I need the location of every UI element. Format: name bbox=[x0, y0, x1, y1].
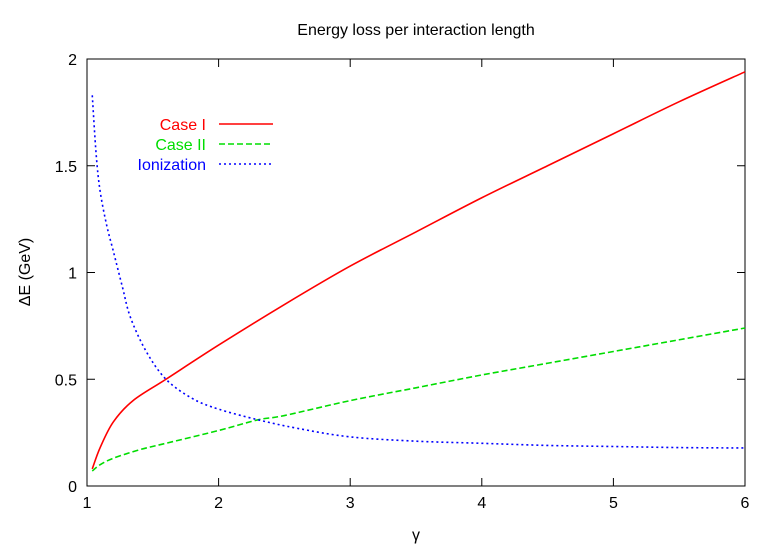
x-tick-label: 5 bbox=[609, 495, 618, 512]
y-tick-label: 2 bbox=[68, 52, 77, 69]
legend-label-ionization: Ionization bbox=[138, 157, 207, 174]
series-line-case-ii bbox=[91, 327, 746, 472]
series-line-ionization bbox=[91, 95, 746, 449]
legend-label-case-i: Case I bbox=[160, 117, 206, 134]
x-tick-label: 6 bbox=[741, 495, 750, 512]
y-tick-label: 0.5 bbox=[55, 372, 77, 389]
y-tick-label: 1 bbox=[68, 266, 77, 283]
x-tick-label: 2 bbox=[214, 495, 223, 512]
y-axis-label: ΔE (GeV) bbox=[17, 238, 34, 306]
x-tick-label: 3 bbox=[346, 495, 355, 512]
chart-title: Energy loss per interaction length bbox=[297, 22, 534, 39]
y-tick-label: 1.5 bbox=[55, 159, 77, 176]
x-axis-label: γ bbox=[412, 527, 420, 544]
y-tick-label: 0 bbox=[68, 479, 77, 496]
x-tick-label: 4 bbox=[477, 495, 486, 512]
x-tick-label: 1 bbox=[83, 495, 92, 512]
legend-label-case-ii: Case II bbox=[155, 137, 206, 154]
series-line-case-i bbox=[91, 71, 746, 470]
